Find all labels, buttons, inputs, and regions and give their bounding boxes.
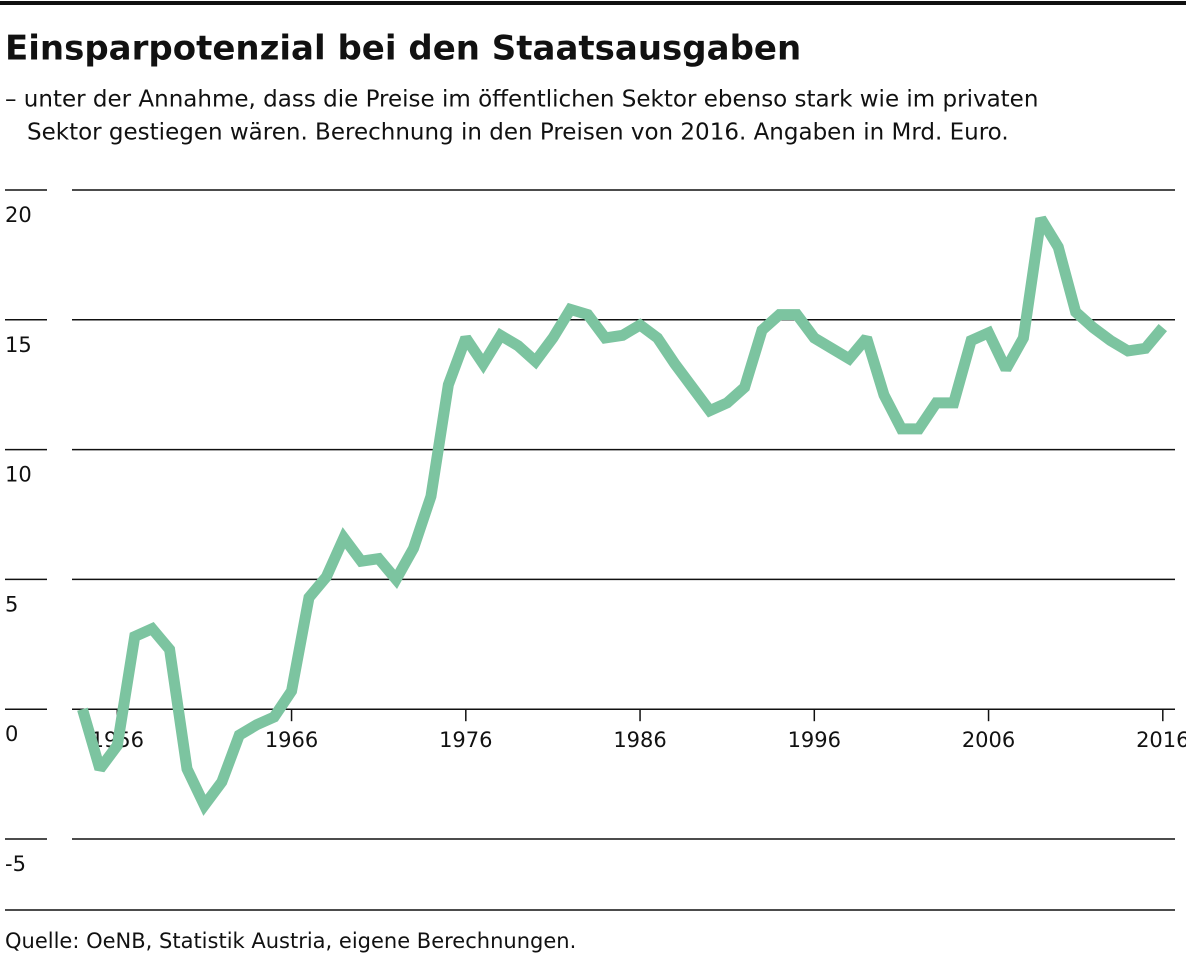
subtitle: Sektor gestiegen wären. Berechnung in de…	[27, 120, 1009, 146]
x-tick-label: 1996	[788, 728, 841, 752]
chart-title: Einsparpotenzial bei den Staatsausgaben	[5, 29, 801, 69]
y-tick-label: 5	[5, 592, 18, 616]
subtitle: – unter der Annahme, dass die Preise im …	[5, 87, 1038, 113]
x-tick-label: 1986	[613, 728, 666, 752]
y-tick-label: -5	[5, 852, 26, 876]
y-tick-label: 10	[5, 463, 32, 487]
source: Quelle: OeNB, Statistik Austria, eigene …	[5, 929, 576, 953]
data-line	[77, 215, 1168, 816]
y-tick-label: 15	[5, 333, 32, 357]
y-tick-label: 20	[5, 203, 32, 227]
x-tick-label: 1966	[265, 728, 318, 752]
y-tick-label: 0	[5, 722, 18, 746]
x-tick-label: 2016	[1136, 728, 1186, 752]
x-tick-label: 1976	[439, 728, 492, 752]
x-tick-label: 2006	[962, 728, 1015, 752]
